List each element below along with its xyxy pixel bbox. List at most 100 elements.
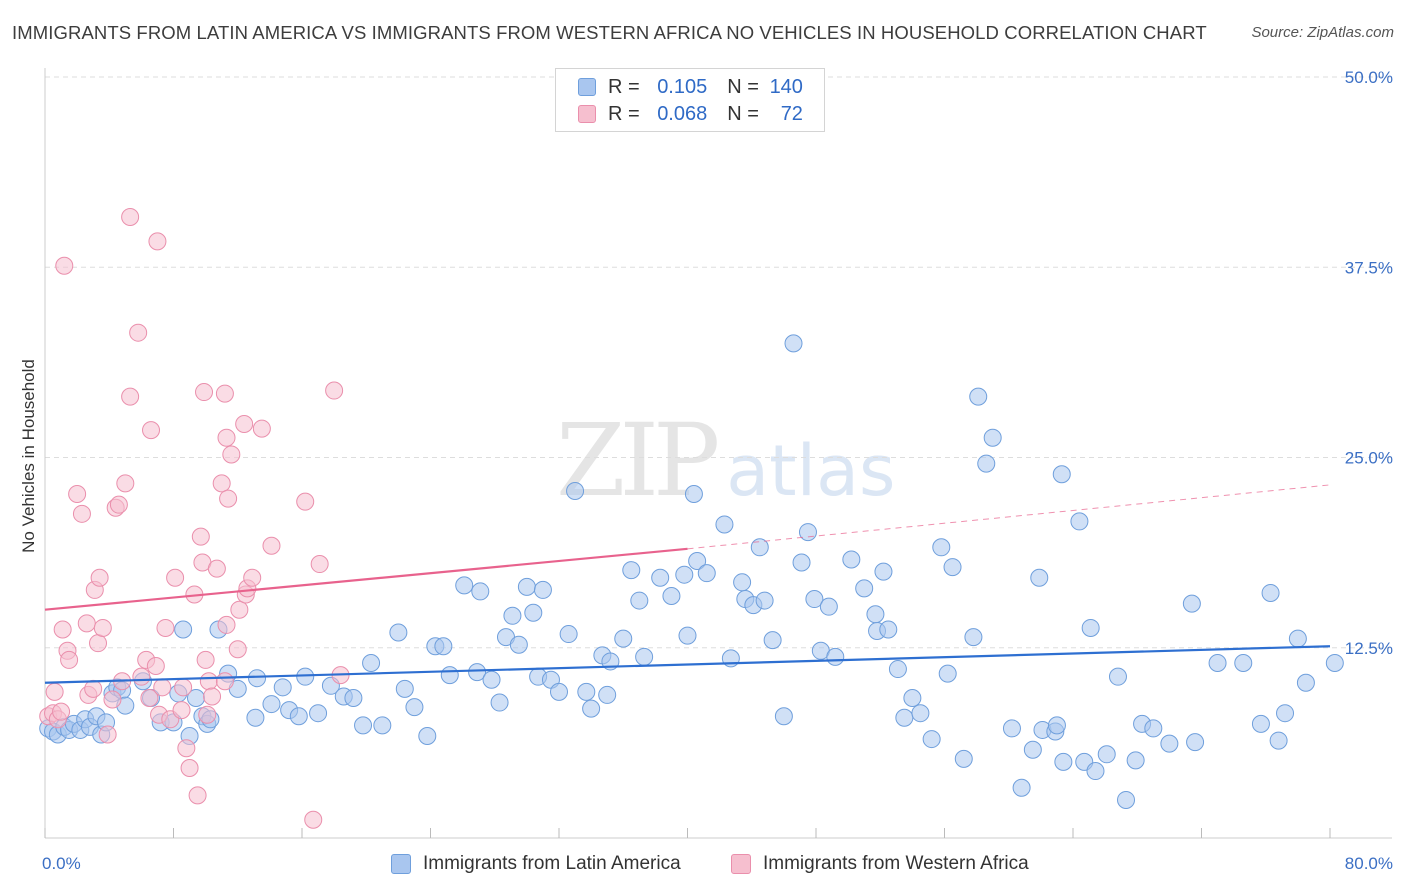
bottom-legend-latin-america: Immigrants from Latin America	[391, 851, 681, 877]
point-latin-america	[289, 707, 308, 726]
point-latin-america	[622, 561, 641, 580]
point-latin-america	[418, 727, 437, 746]
point-latin-america	[983, 428, 1002, 447]
point-western-africa	[191, 527, 210, 546]
point-latin-america	[174, 620, 193, 639]
y-tick-label: 37.5%	[1345, 258, 1393, 277]
point-western-africa	[188, 786, 207, 805]
point-latin-america	[805, 590, 824, 609]
point-western-africa	[98, 725, 117, 744]
point-western-africa	[121, 208, 140, 227]
point-latin-america	[715, 515, 734, 534]
legend-row-latin-america: R = 0.105 N = 140	[578, 75, 803, 99]
axes	[44, 68, 1392, 839]
point-western-africa	[198, 705, 217, 724]
point-latin-america	[662, 587, 681, 606]
point-latin-america	[842, 550, 861, 569]
point-western-africa	[89, 634, 108, 653]
point-latin-america	[246, 708, 265, 727]
point-latin-america	[964, 628, 983, 647]
legend-swatch-pink	[578, 105, 596, 123]
point-latin-america	[1186, 733, 1205, 752]
point-latin-america	[1047, 716, 1066, 735]
point-western-africa	[296, 492, 315, 511]
x-tick-label: 80.0%	[1345, 854, 1393, 873]
point-western-africa	[243, 568, 262, 587]
point-western-africa	[129, 323, 148, 342]
point-western-africa	[45, 682, 64, 701]
point-western-africa	[235, 415, 254, 434]
point-latin-america	[559, 625, 578, 644]
point-latin-america	[524, 603, 543, 622]
point-western-africa	[215, 384, 234, 403]
point-latin-america	[784, 334, 803, 353]
legend-r-label: R =	[608, 102, 640, 125]
point-western-africa	[217, 428, 236, 447]
point-latin-america	[262, 695, 281, 714]
point-latin-america	[1030, 568, 1049, 587]
point-latin-america	[798, 523, 817, 542]
point-latin-america	[1234, 653, 1253, 672]
bottom-legend-label: Immigrants from Latin America	[423, 853, 681, 874]
point-latin-america	[1023, 740, 1042, 759]
legend-r-value: 0.105	[657, 75, 708, 98]
bottom-legend-swatch-blue	[391, 854, 411, 874]
point-western-africa	[53, 620, 72, 639]
point-western-africa	[93, 618, 112, 637]
x-tick-label: 0.0%	[42, 854, 81, 873]
trend-line-western-africa	[44, 547, 688, 611]
point-western-africa	[174, 678, 193, 697]
point-western-africa	[212, 474, 231, 493]
point-western-africa	[207, 559, 226, 578]
point-western-africa	[142, 421, 161, 440]
series-western-africa	[39, 208, 350, 829]
point-latin-america	[373, 716, 392, 735]
point-latin-america	[1296, 673, 1315, 692]
legend-n-label: N =	[727, 102, 759, 125]
bottom-legend-western-africa: Immigrants from Western Africa	[731, 851, 1029, 877]
point-latin-america	[1108, 667, 1127, 686]
point-latin-america	[598, 685, 617, 704]
point-western-africa	[304, 810, 323, 829]
point-latin-america	[434, 637, 453, 656]
point-latin-america	[1097, 745, 1116, 764]
point-latin-america	[468, 663, 487, 682]
point-latin-america	[792, 553, 811, 572]
point-latin-america	[684, 485, 703, 504]
point-latin-america	[533, 580, 552, 599]
legend-r-label: R =	[608, 75, 640, 98]
point-western-africa	[84, 679, 103, 698]
point-latin-america	[1054, 752, 1073, 771]
point-latin-america	[688, 551, 707, 570]
point-western-africa	[55, 256, 74, 275]
point-western-africa	[153, 678, 172, 697]
point-latin-america	[566, 481, 585, 500]
point-western-africa	[180, 758, 199, 777]
point-latin-america	[932, 538, 951, 557]
legend-n-value: 72	[780, 102, 803, 125]
point-latin-america	[1052, 465, 1071, 484]
point-western-africa	[262, 536, 281, 555]
point-latin-america	[819, 597, 838, 616]
point-latin-america	[1086, 762, 1105, 781]
y-tick-label: 50.0%	[1345, 68, 1393, 87]
point-latin-america	[440, 666, 459, 685]
point-latin-america	[866, 605, 885, 624]
point-latin-america	[482, 670, 501, 689]
point-latin-america	[362, 653, 381, 672]
point-western-africa	[230, 600, 249, 619]
point-latin-america	[750, 538, 769, 557]
point-western-africa	[199, 672, 218, 691]
point-latin-america	[733, 573, 752, 592]
point-latin-america	[344, 688, 363, 707]
legend-n-label: N =	[727, 75, 759, 98]
legend-r-value: 0.068	[657, 102, 708, 125]
point-western-africa	[72, 504, 91, 523]
point-latin-america	[1325, 653, 1344, 672]
point-latin-america	[635, 647, 654, 666]
point-latin-america	[922, 730, 941, 749]
point-latin-america	[943, 558, 962, 577]
point-western-africa	[325, 381, 344, 400]
point-latin-america	[977, 454, 996, 473]
